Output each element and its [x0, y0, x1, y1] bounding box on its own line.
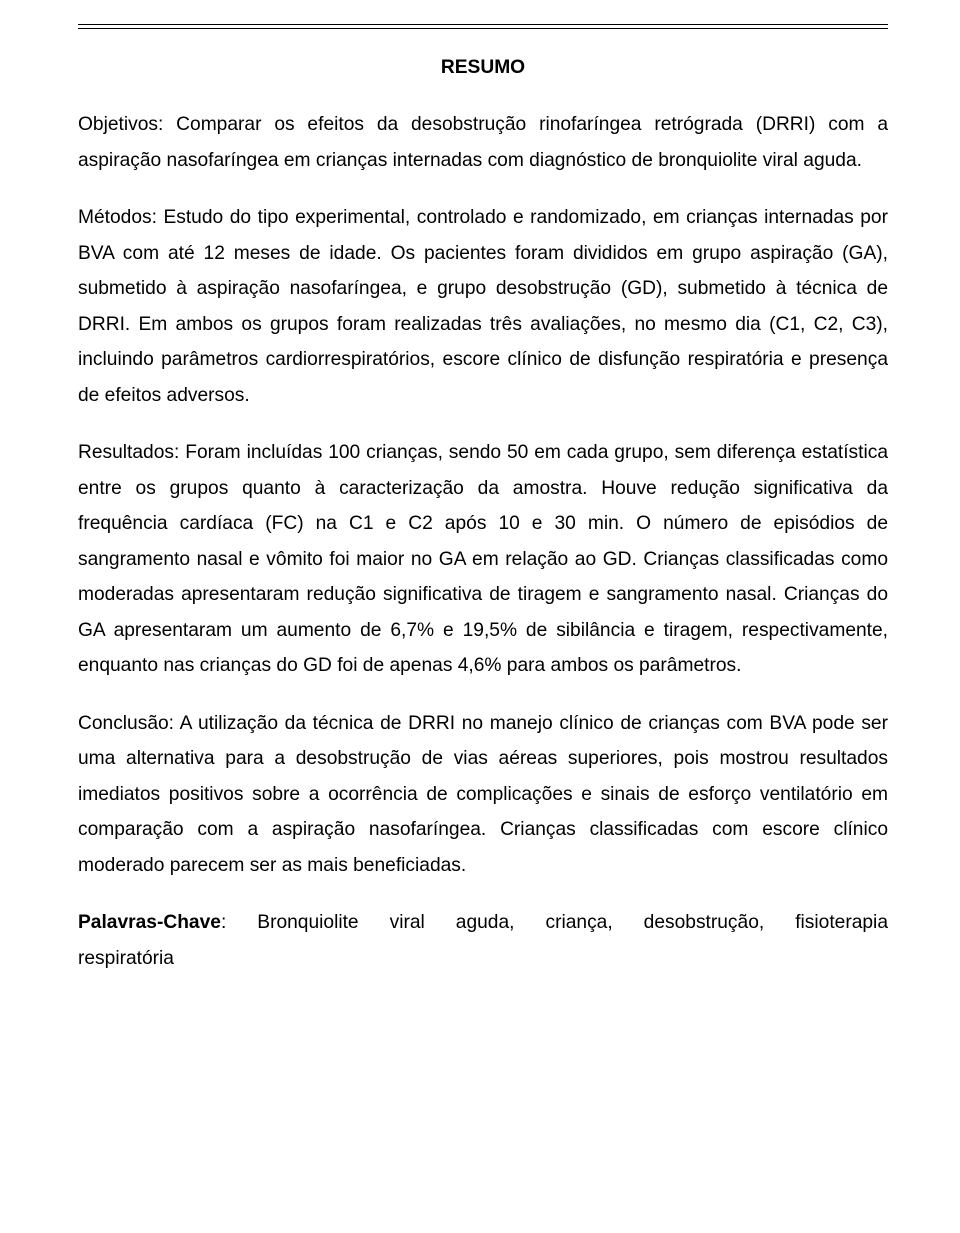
- keywords-label: Palavras-Chave: [78, 912, 221, 933]
- keywords-line-2: respiratória: [78, 941, 888, 977]
- paragraph-conclusao: Conclusão: A utilização da técnica de DR…: [78, 706, 888, 884]
- keywords-text-1: : Bronquiolite viral aguda, criança, des…: [221, 912, 888, 933]
- top-double-rule: [78, 24, 888, 29]
- document-title: RESUMO: [78, 57, 888, 79]
- paragraph-metodos: Métodos: Estudo do tipo experimental, co…: [78, 200, 888, 413]
- paragraph-resultados: Resultados: Foram incluídas 100 crianças…: [78, 435, 888, 684]
- paragraph-objetivos: Objetivos: Comparar os efeitos da desobs…: [78, 107, 888, 178]
- keywords-line-1: Palavras-Chave: Bronquiolite viral aguda…: [78, 905, 888, 941]
